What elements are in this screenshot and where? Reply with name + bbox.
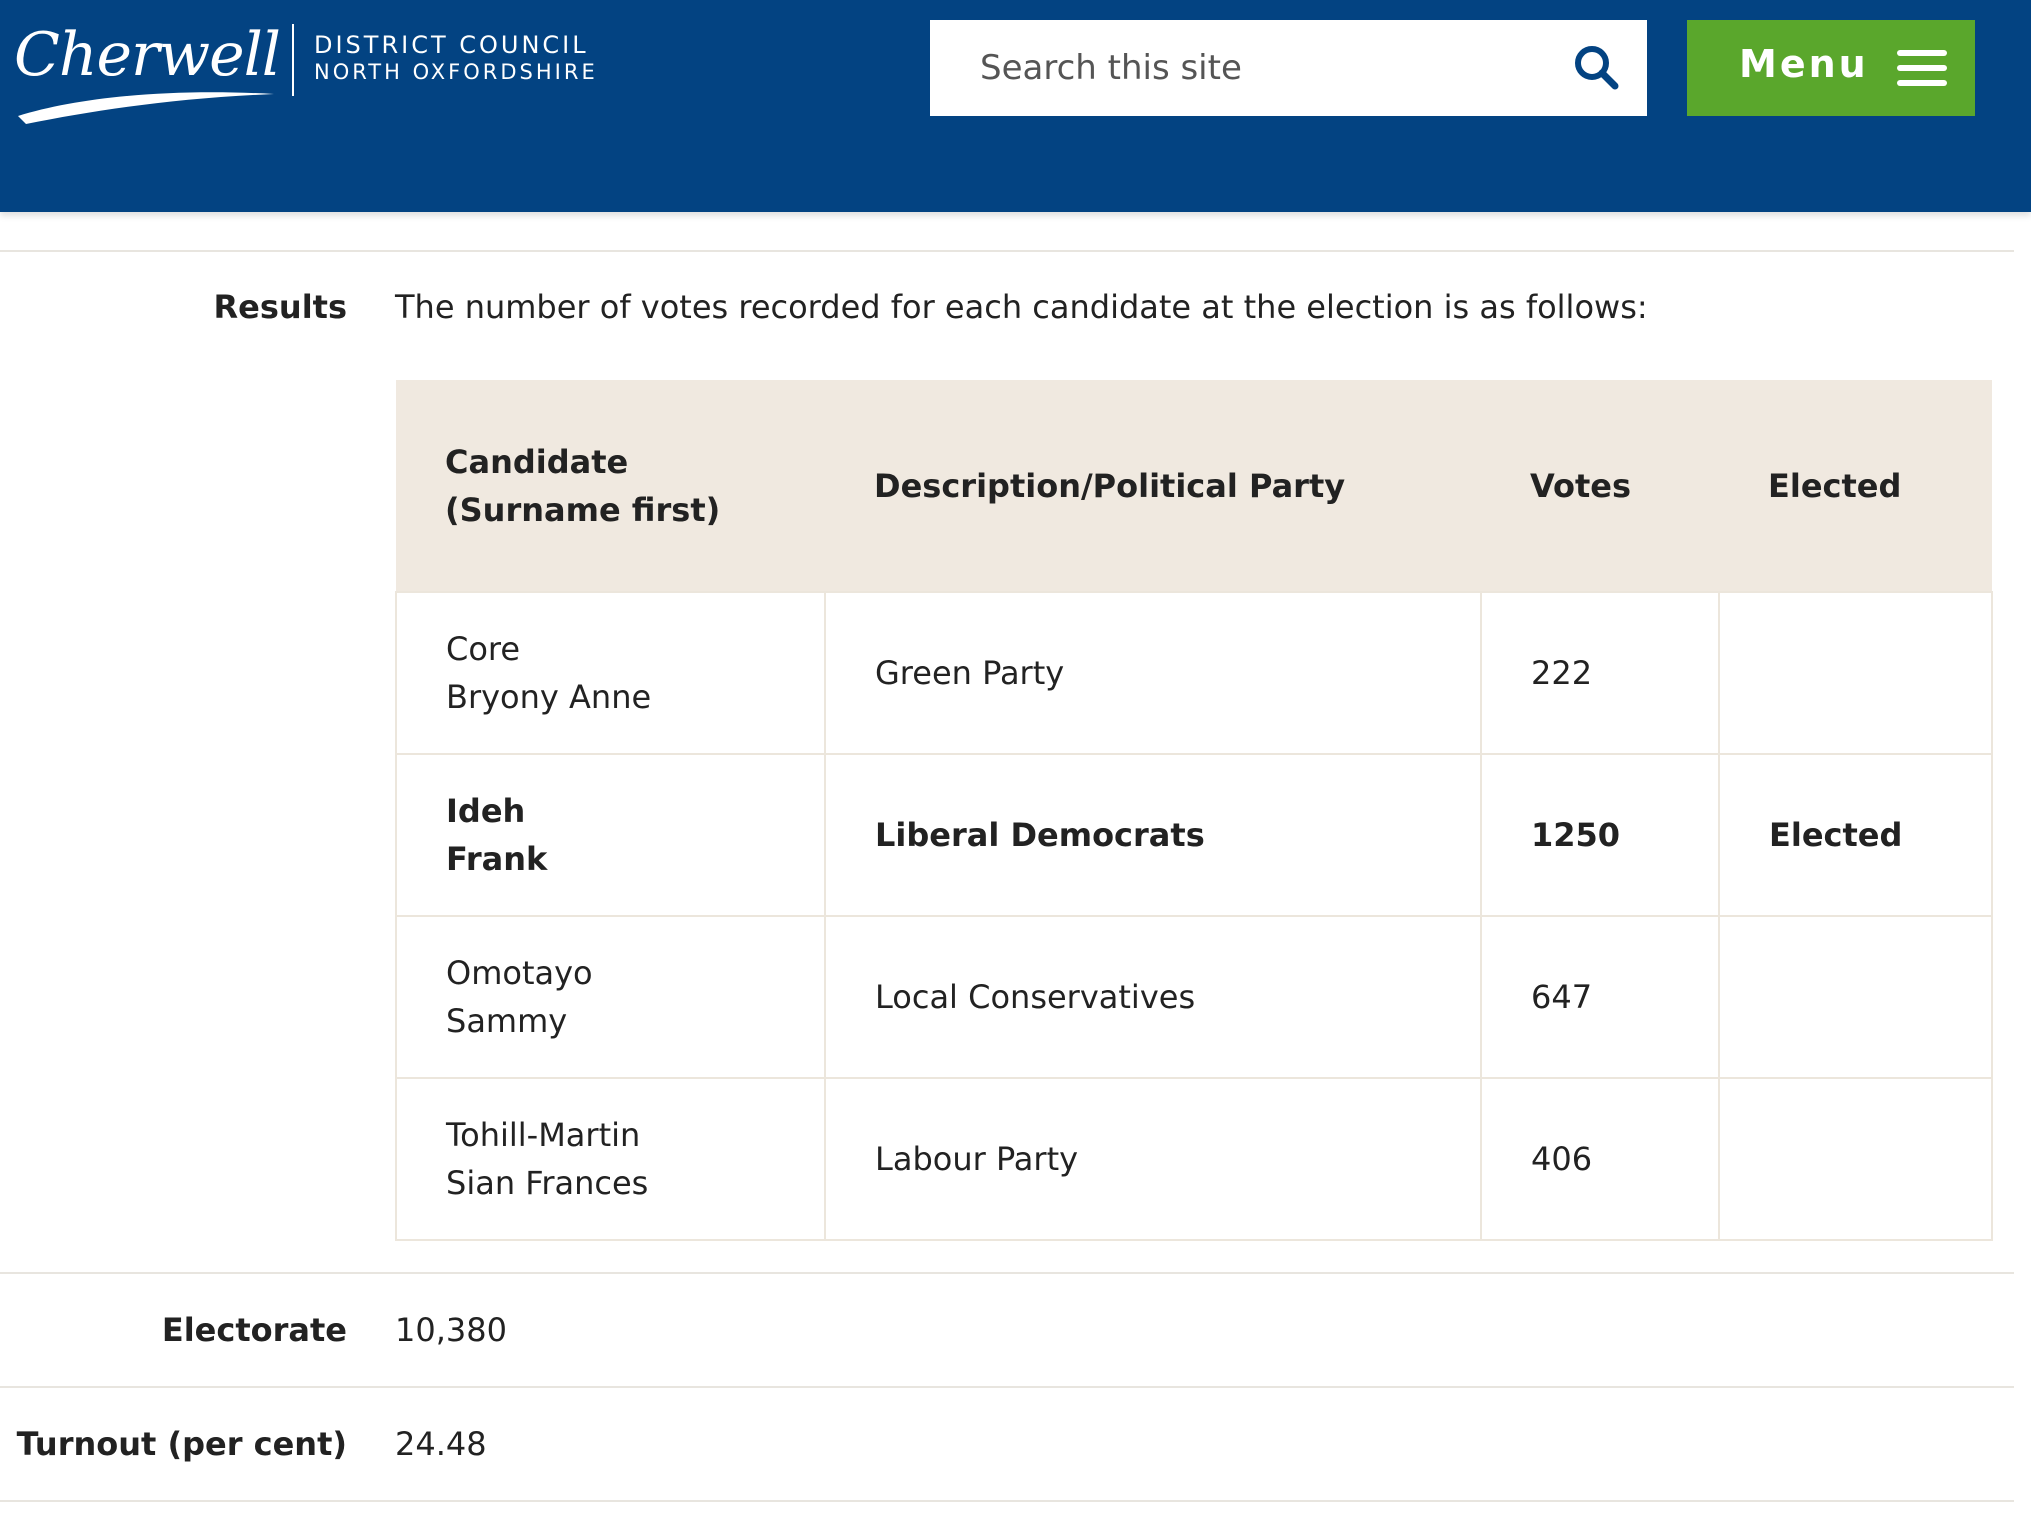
candidate-name-cell: Core Bryony Anne: [395, 591, 826, 755]
votes-cell: 222: [1480, 591, 1720, 755]
votes-cell: 406: [1480, 1077, 1720, 1241]
council-name: DISTRICT COUNCIL NORTH OXFORDSHIRE: [314, 32, 598, 86]
council-name-line2: NORTH OXFORDSHIRE: [314, 60, 598, 84]
candidate-forenames: Frank: [446, 840, 548, 878]
logo-wordmark: Cherwell: [14, 20, 281, 90]
table-row: Tohill-Martin Sian Frances Labour Party …: [395, 1077, 1993, 1241]
electorate-label: Electorate: [161, 1311, 347, 1349]
candidate-surname: Ideh: [446, 792, 526, 830]
turnout-value: 24.48: [395, 1425, 487, 1463]
party-cell: Labour Party: [824, 1077, 1482, 1241]
site-header: Cherwell DISTRICT COUNCIL NORTH OXFORDSH…: [0, 0, 2031, 212]
table-row: Core Bryony Anne Green Party 222: [395, 591, 1993, 755]
council-name-line1: DISTRICT COUNCIL: [314, 31, 589, 59]
elected-cell: [1718, 591, 1993, 755]
section-divider: [0, 1272, 2014, 1274]
menu-label: Menu: [1739, 42, 1869, 86]
column-header-elected: Elected: [1719, 380, 1992, 592]
column-header-candidate: Candidate (Surname first): [396, 380, 825, 592]
column-header-candidate-line1: Candidate: [445, 442, 629, 481]
table-row: Omotayo Sammy Local Conservatives 647: [395, 915, 1993, 1079]
results-label: Results: [213, 288, 347, 326]
elected-cell: [1718, 1077, 1993, 1241]
party-cell: Local Conservatives: [824, 915, 1482, 1079]
section-divider: [0, 1500, 2014, 1502]
results-table: Candidate (Surname first) Description/Po…: [395, 380, 1993, 1241]
search-icon: [1575, 46, 1619, 90]
logo-divider: [292, 24, 294, 96]
candidate-forenames: Sian Frances: [446, 1164, 649, 1202]
votes-cell: 1250: [1480, 753, 1720, 917]
results-intro: The number of votes recorded for each ca…: [395, 288, 1648, 326]
logo-swoosh-icon: [18, 92, 274, 124]
candidate-name-cell: Tohill-Martin Sian Frances: [395, 1077, 826, 1241]
elected-cell: Elected: [1718, 753, 1993, 917]
candidate-forenames: Sammy: [446, 1002, 568, 1040]
candidate-surname: Tohill-Martin: [446, 1116, 641, 1154]
section-divider: [0, 1386, 2014, 1388]
table-header-row: Candidate (Surname first) Description/Po…: [396, 380, 1992, 592]
column-header-party: Description/Political Party: [825, 380, 1481, 592]
menu-button[interactable]: Menu: [1687, 20, 1975, 116]
section-divider: [0, 250, 2014, 252]
candidate-name-cell: Omotayo Sammy: [395, 915, 826, 1079]
elected-cell: [1718, 915, 1993, 1079]
candidate-surname: Omotayo: [446, 954, 593, 992]
votes-cell: 647: [1480, 915, 1720, 1079]
cherwell-logo[interactable]: Cherwell: [14, 18, 281, 124]
candidate-forenames: Bryony Anne: [446, 678, 652, 716]
search-box: [930, 20, 1647, 116]
electorate-value: 10,380: [395, 1311, 507, 1349]
party-cell: Green Party: [824, 591, 1482, 755]
table-row: Ideh Frank Liberal Democrats 1250 Electe…: [395, 753, 1993, 917]
candidate-surname: Core: [446, 630, 521, 668]
search-button[interactable]: [1569, 40, 1625, 96]
search-input[interactable]: [930, 20, 1550, 116]
column-header-candidate-line2: (Surname first): [445, 490, 721, 529]
column-header-votes: Votes: [1481, 380, 1719, 592]
hamburger-icon: [1897, 50, 1947, 86]
candidate-name-cell: Ideh Frank: [395, 753, 826, 917]
turnout-label: Turnout (per cent): [16, 1425, 347, 1463]
party-cell: Liberal Democrats: [824, 753, 1482, 917]
